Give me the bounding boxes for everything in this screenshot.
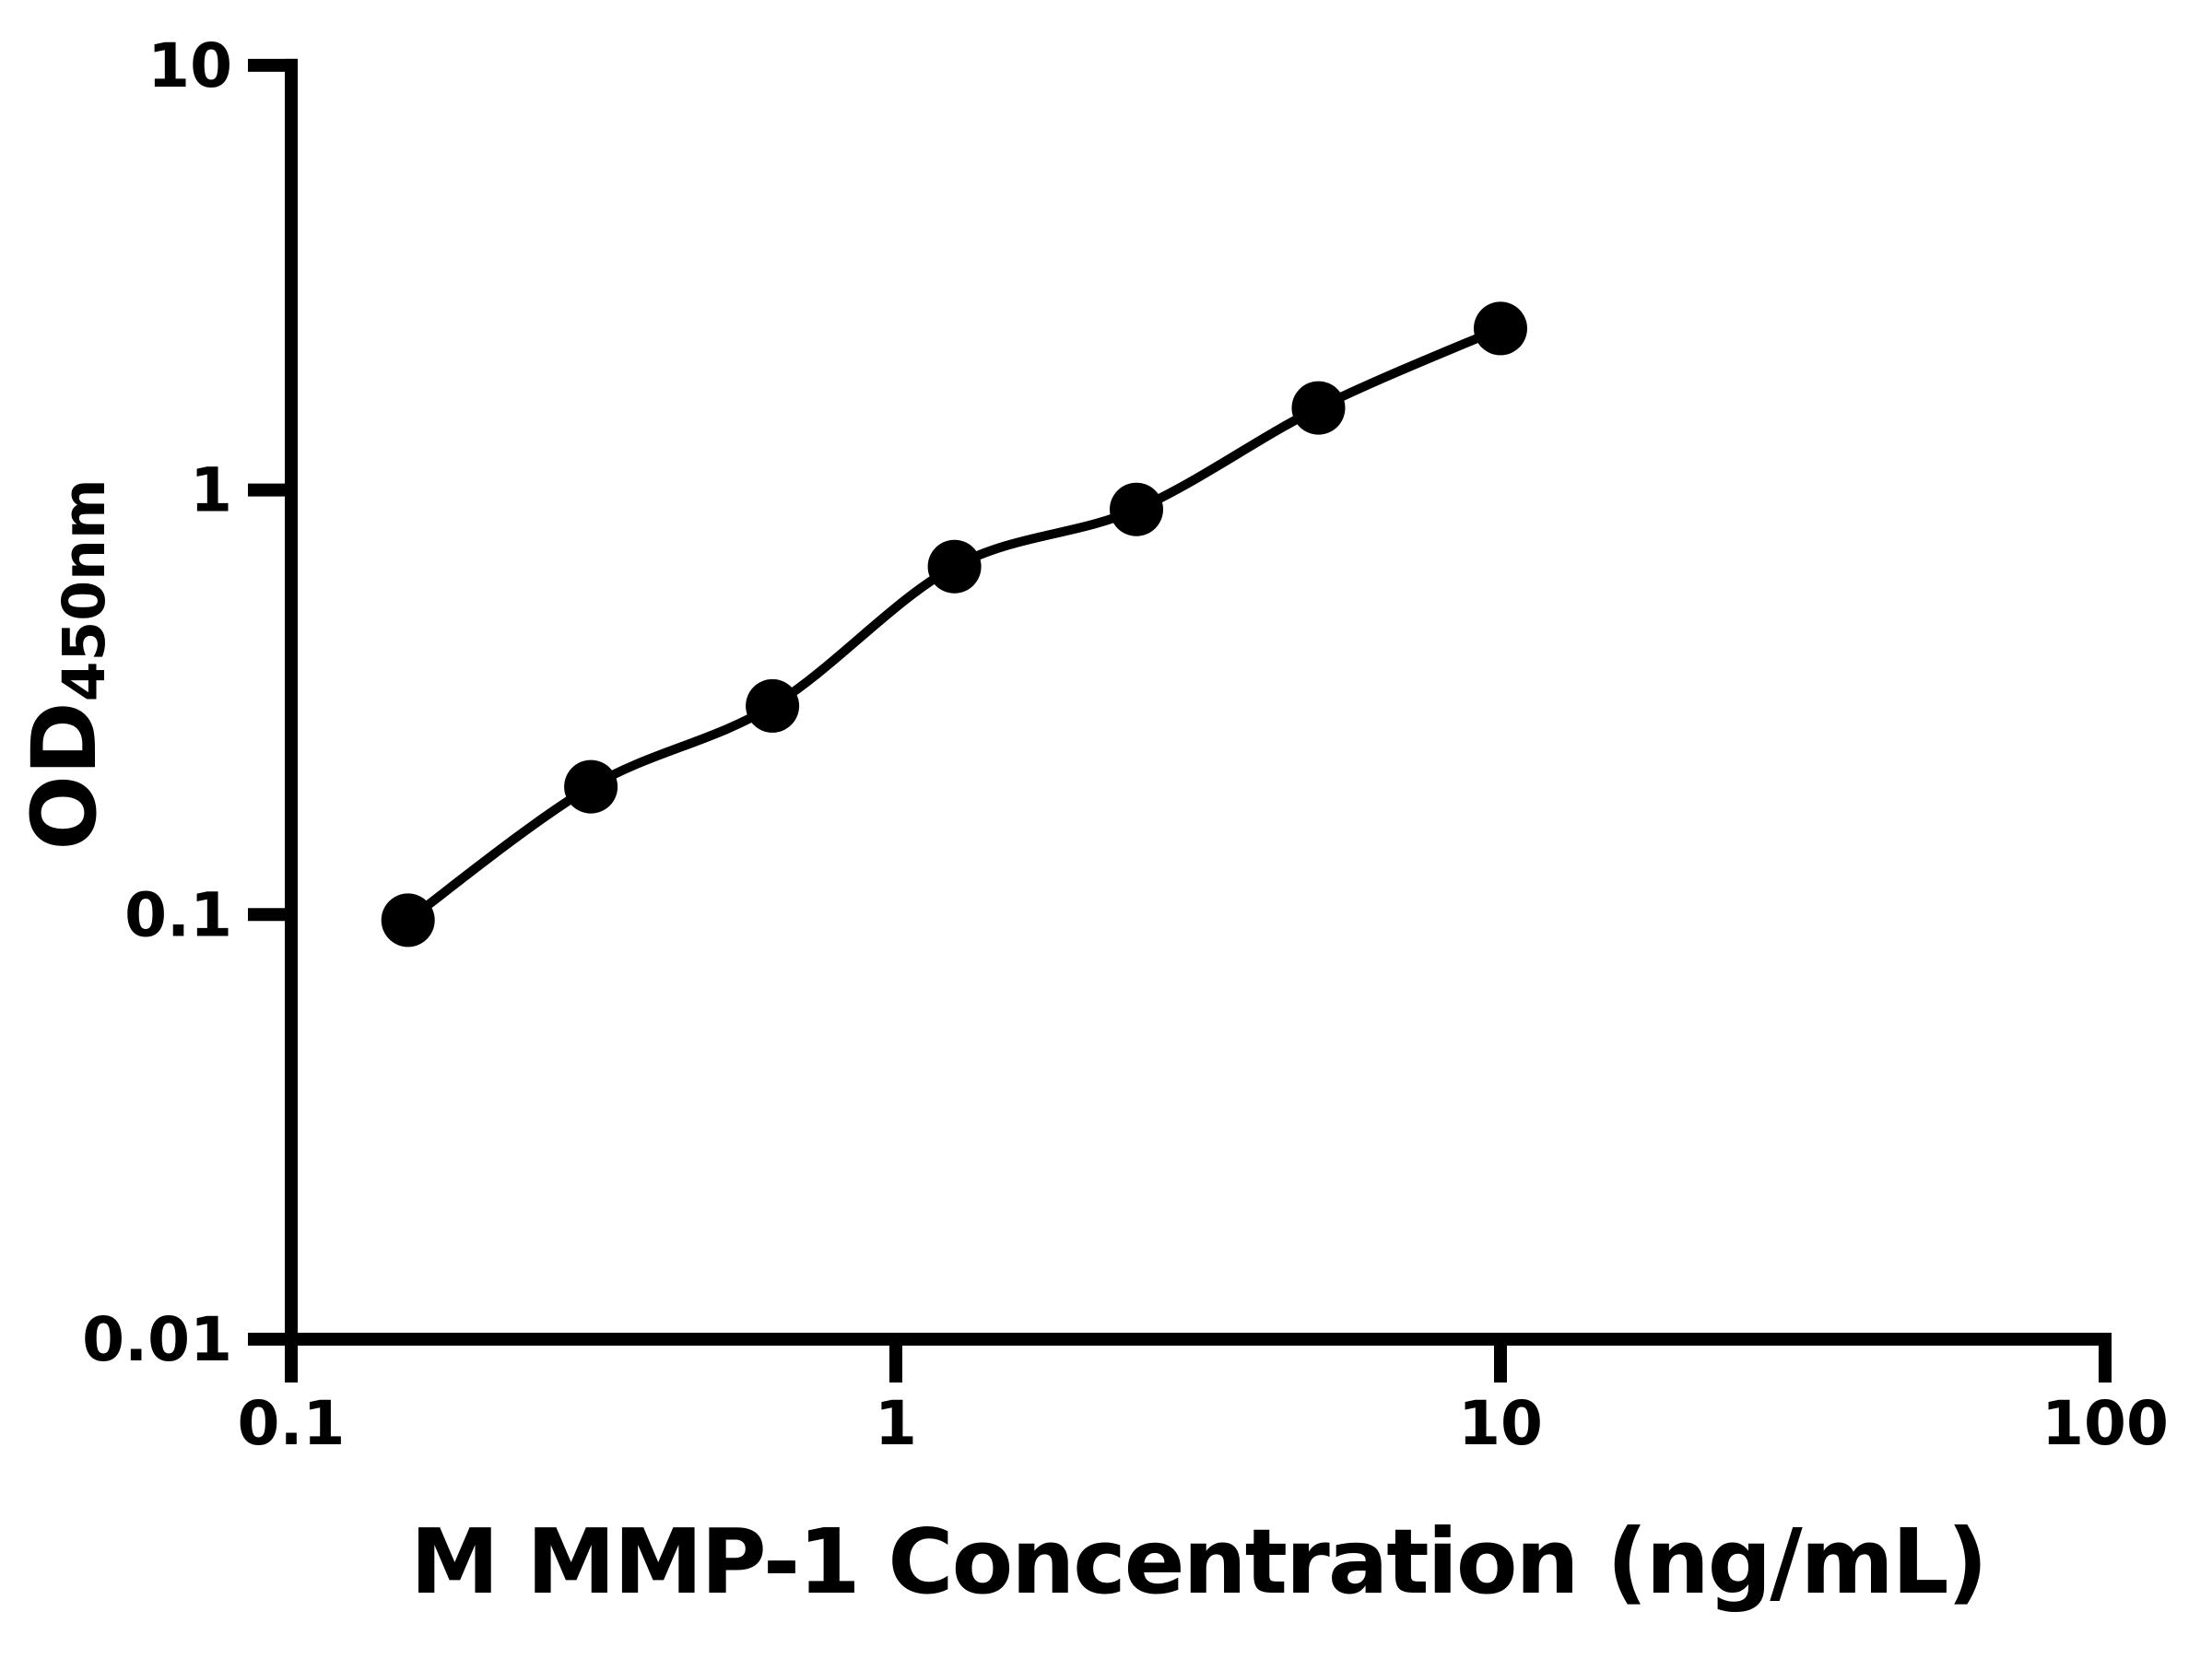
y-tick-label: 1 — [190, 455, 232, 526]
axes-lines — [285, 58, 2112, 1346]
y-tick-label: 0.1 — [124, 879, 232, 950]
data-points — [381, 301, 1527, 947]
data-point-marker — [746, 678, 800, 733]
x-tick-label: 0.1 — [238, 1388, 346, 1459]
data-point-marker — [1474, 301, 1527, 356]
data-point-marker — [927, 539, 982, 594]
x-tick-label: 1 — [875, 1388, 917, 1459]
data-point-marker — [1291, 381, 1346, 435]
axis-ticks — [248, 58, 2112, 1382]
data-point-marker — [564, 759, 618, 814]
y-tick-label: 0.01 — [82, 1304, 232, 1375]
x-tick-label: 10 — [1458, 1388, 1543, 1459]
x-axis-title: M MMP-1 Concentration (ng/mL) — [410, 1510, 1988, 1614]
y-axis-title-subscript: 450nm — [51, 478, 118, 702]
data-point-marker — [1110, 482, 1163, 536]
y-axis-title: OD450nm — [13, 478, 118, 850]
x-tick-label: 100 — [2041, 1388, 2169, 1459]
data-point-marker — [381, 893, 435, 947]
y-tick-label: 10 — [147, 30, 232, 101]
y-axis-title-main: OD — [13, 701, 116, 851]
